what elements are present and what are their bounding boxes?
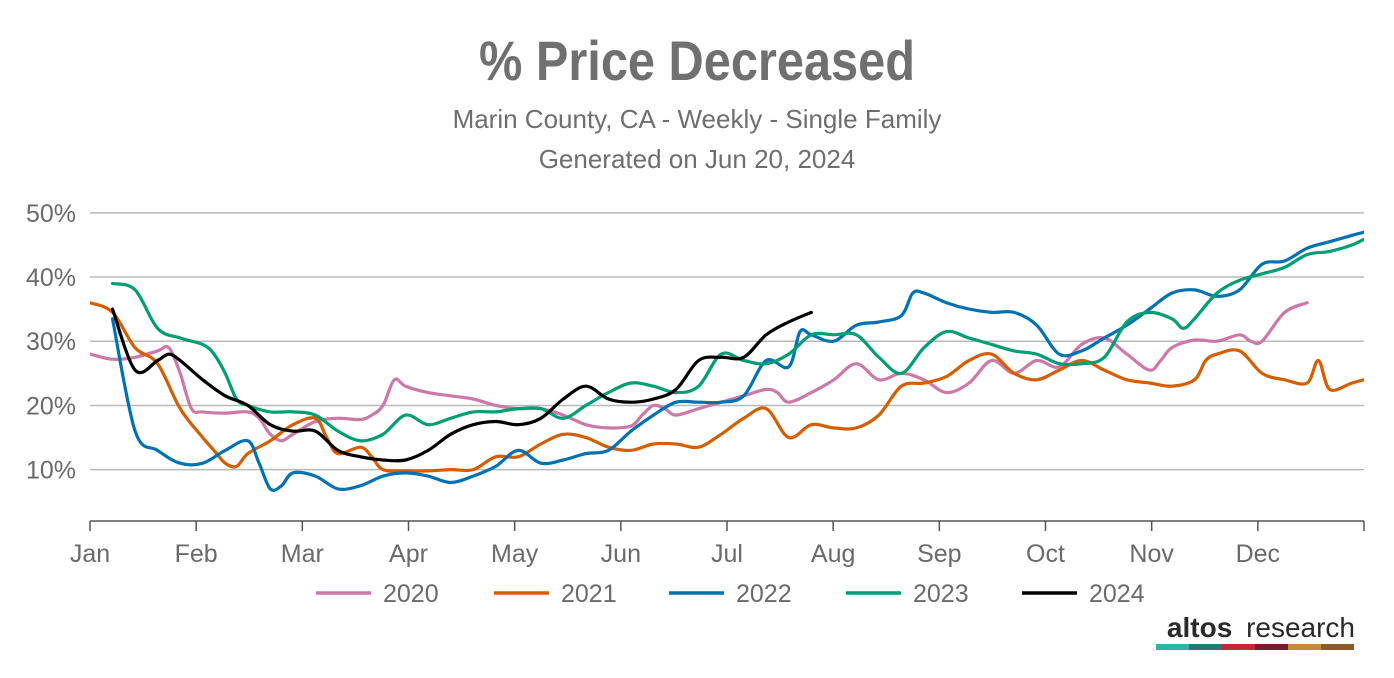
chart-subtitle-line-2: Generated on Jun 20, 2024 xyxy=(539,144,856,174)
x-tick-label: Dec xyxy=(1236,540,1280,568)
y-tick-label: 10% xyxy=(26,457,76,485)
gridlines xyxy=(90,212,1364,471)
series-lines xyxy=(90,230,1364,492)
logo-word-research: research xyxy=(1246,612,1355,643)
chart-subtitle-line-1: Marin County, CA - Weekly - Single Famil… xyxy=(453,104,942,134)
series-line-2021 xyxy=(90,301,1364,473)
x-tick-label: Oct xyxy=(1026,540,1065,568)
logo-word-altos: altos xyxy=(1167,612,1232,643)
x-tick-label: Mar xyxy=(281,540,324,568)
x-tick-label: Sep xyxy=(917,540,961,568)
y-tick-label: 20% xyxy=(26,392,76,420)
legend-label-2023: 2023 xyxy=(913,580,969,608)
x-tick-label: Aug xyxy=(811,540,855,568)
x-axis: Jan Feb Mar Apr May Jun Jul Aug Sep Oct Nov Dec xyxy=(70,520,1365,568)
chart-title: % Price Decreased xyxy=(479,29,915,92)
logo-bar-segment xyxy=(1189,644,1222,650)
x-tick-label: May xyxy=(491,540,539,568)
logo-bar-segment xyxy=(1321,644,1354,650)
series-line-2023 xyxy=(110,237,1364,443)
x-tick-label: Jun xyxy=(601,540,641,568)
y-tick-label: 30% xyxy=(26,328,76,356)
logo-bar-segment xyxy=(1222,644,1255,650)
y-tick-label: 40% xyxy=(26,264,76,292)
logo-bar-segment xyxy=(1156,644,1189,650)
altos-research-logo: altos research xyxy=(1156,612,1355,650)
logo-bar-segment xyxy=(1255,644,1288,650)
svg-text:altos research: altos research xyxy=(1167,612,1355,643)
series-line-2022 xyxy=(110,230,1364,492)
legend-label-2022: 2022 xyxy=(736,580,792,608)
logo-bar-segment xyxy=(1288,644,1321,650)
series-line-2024 xyxy=(110,307,813,463)
y-tick-label: 50% xyxy=(26,200,76,228)
x-tick-label: Jan xyxy=(70,540,110,568)
legend-label-2021: 2021 xyxy=(561,580,617,608)
x-tick-label: Apr xyxy=(389,540,428,568)
legend: 2020 2021 2022 2023 2024 xyxy=(316,580,1145,608)
x-tick-label: Jul xyxy=(711,540,743,568)
x-tick-label: Feb xyxy=(175,540,218,568)
legend-label-2024: 2024 xyxy=(1089,580,1145,608)
legend-label-2020: 2020 xyxy=(383,580,439,608)
logo-color-bar xyxy=(1156,644,1354,650)
y-axis-ticks: 10% 20% 30% 40% 50% xyxy=(26,200,76,485)
x-tick-label: Nov xyxy=(1129,540,1174,568)
